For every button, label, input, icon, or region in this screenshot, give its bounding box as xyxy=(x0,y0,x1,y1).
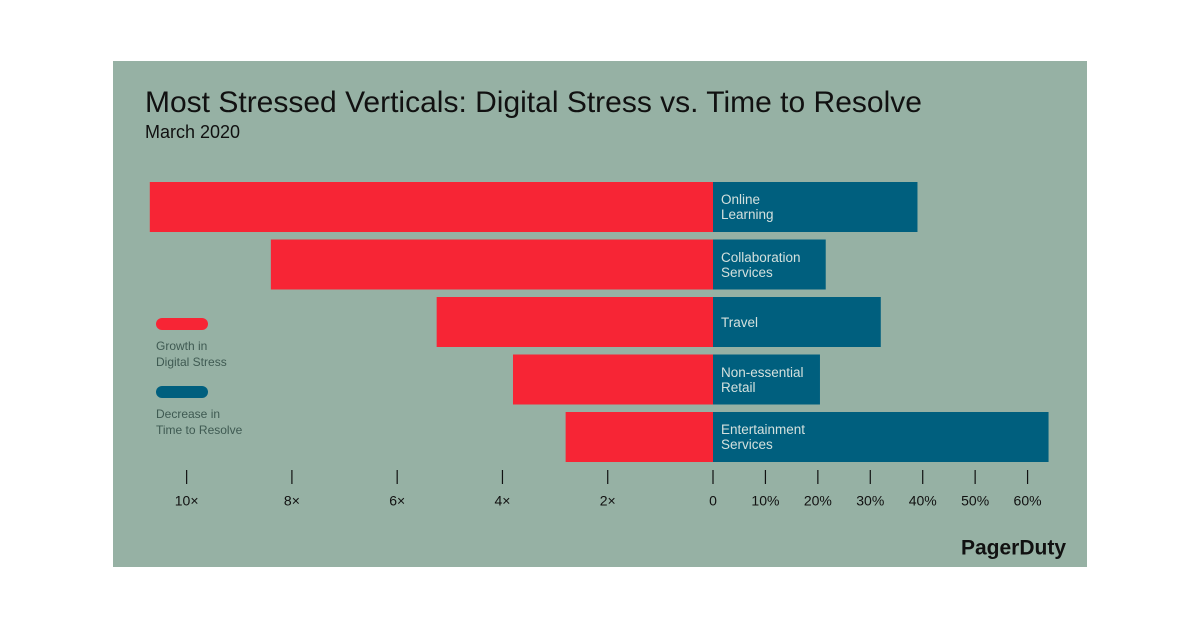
category-label-box: Online Learning xyxy=(721,192,774,222)
x-tick-label: 10% xyxy=(751,493,779,509)
bar xyxy=(713,354,820,405)
chart-subtitle: March 2020 xyxy=(145,122,240,142)
legend-label-box: Decrease in Time to Resolve xyxy=(156,407,243,437)
chart-title: Most Stressed Verticals: Digital Stress … xyxy=(145,86,922,119)
bar xyxy=(713,239,826,290)
x-tick-label: 2× xyxy=(600,493,616,509)
bar xyxy=(270,239,713,290)
category-label-box: Collaboration Services xyxy=(721,249,801,280)
bar xyxy=(713,182,918,232)
x-tick-label: 8× xyxy=(284,493,300,509)
bar xyxy=(713,412,1049,462)
category-label-box: Entertainment Services xyxy=(721,422,806,452)
legend-swatch xyxy=(156,386,208,398)
x-tick-label: 40% xyxy=(909,493,937,509)
x-tick-label: 20% xyxy=(804,493,832,509)
bar xyxy=(565,412,713,462)
category-label: Travel xyxy=(721,314,759,330)
category-label: Non-essential Retail xyxy=(721,364,804,395)
legend-label-box: Growth in Digital Stress xyxy=(156,339,227,369)
category-label: Collaboration Services xyxy=(721,249,801,280)
category-label: Online Learning xyxy=(721,192,774,222)
x-tick-label: 6× xyxy=(389,493,405,509)
category-label: Entertainment Services xyxy=(721,422,806,452)
legend-label: Growth in Digital Stress xyxy=(156,339,227,369)
category-label-box: Non-essential Retail xyxy=(721,364,804,395)
bar xyxy=(512,354,713,405)
bar xyxy=(149,182,714,232)
x-tick-label: 0 xyxy=(709,493,717,509)
x-tick-label: 50% xyxy=(961,493,989,509)
x-tick-label: 10× xyxy=(175,493,199,509)
category-label-box: Travel xyxy=(721,314,759,330)
x-tick-label: 60% xyxy=(1014,493,1042,509)
bar xyxy=(713,297,881,347)
legend-label: Decrease in Time to Resolve xyxy=(156,407,243,437)
legend-swatch xyxy=(156,318,208,330)
x-tick-label: 30% xyxy=(856,493,884,509)
brand-logo: PagerDuty xyxy=(961,537,1066,560)
bar xyxy=(436,297,713,347)
x-tick-label: 4× xyxy=(494,493,510,509)
